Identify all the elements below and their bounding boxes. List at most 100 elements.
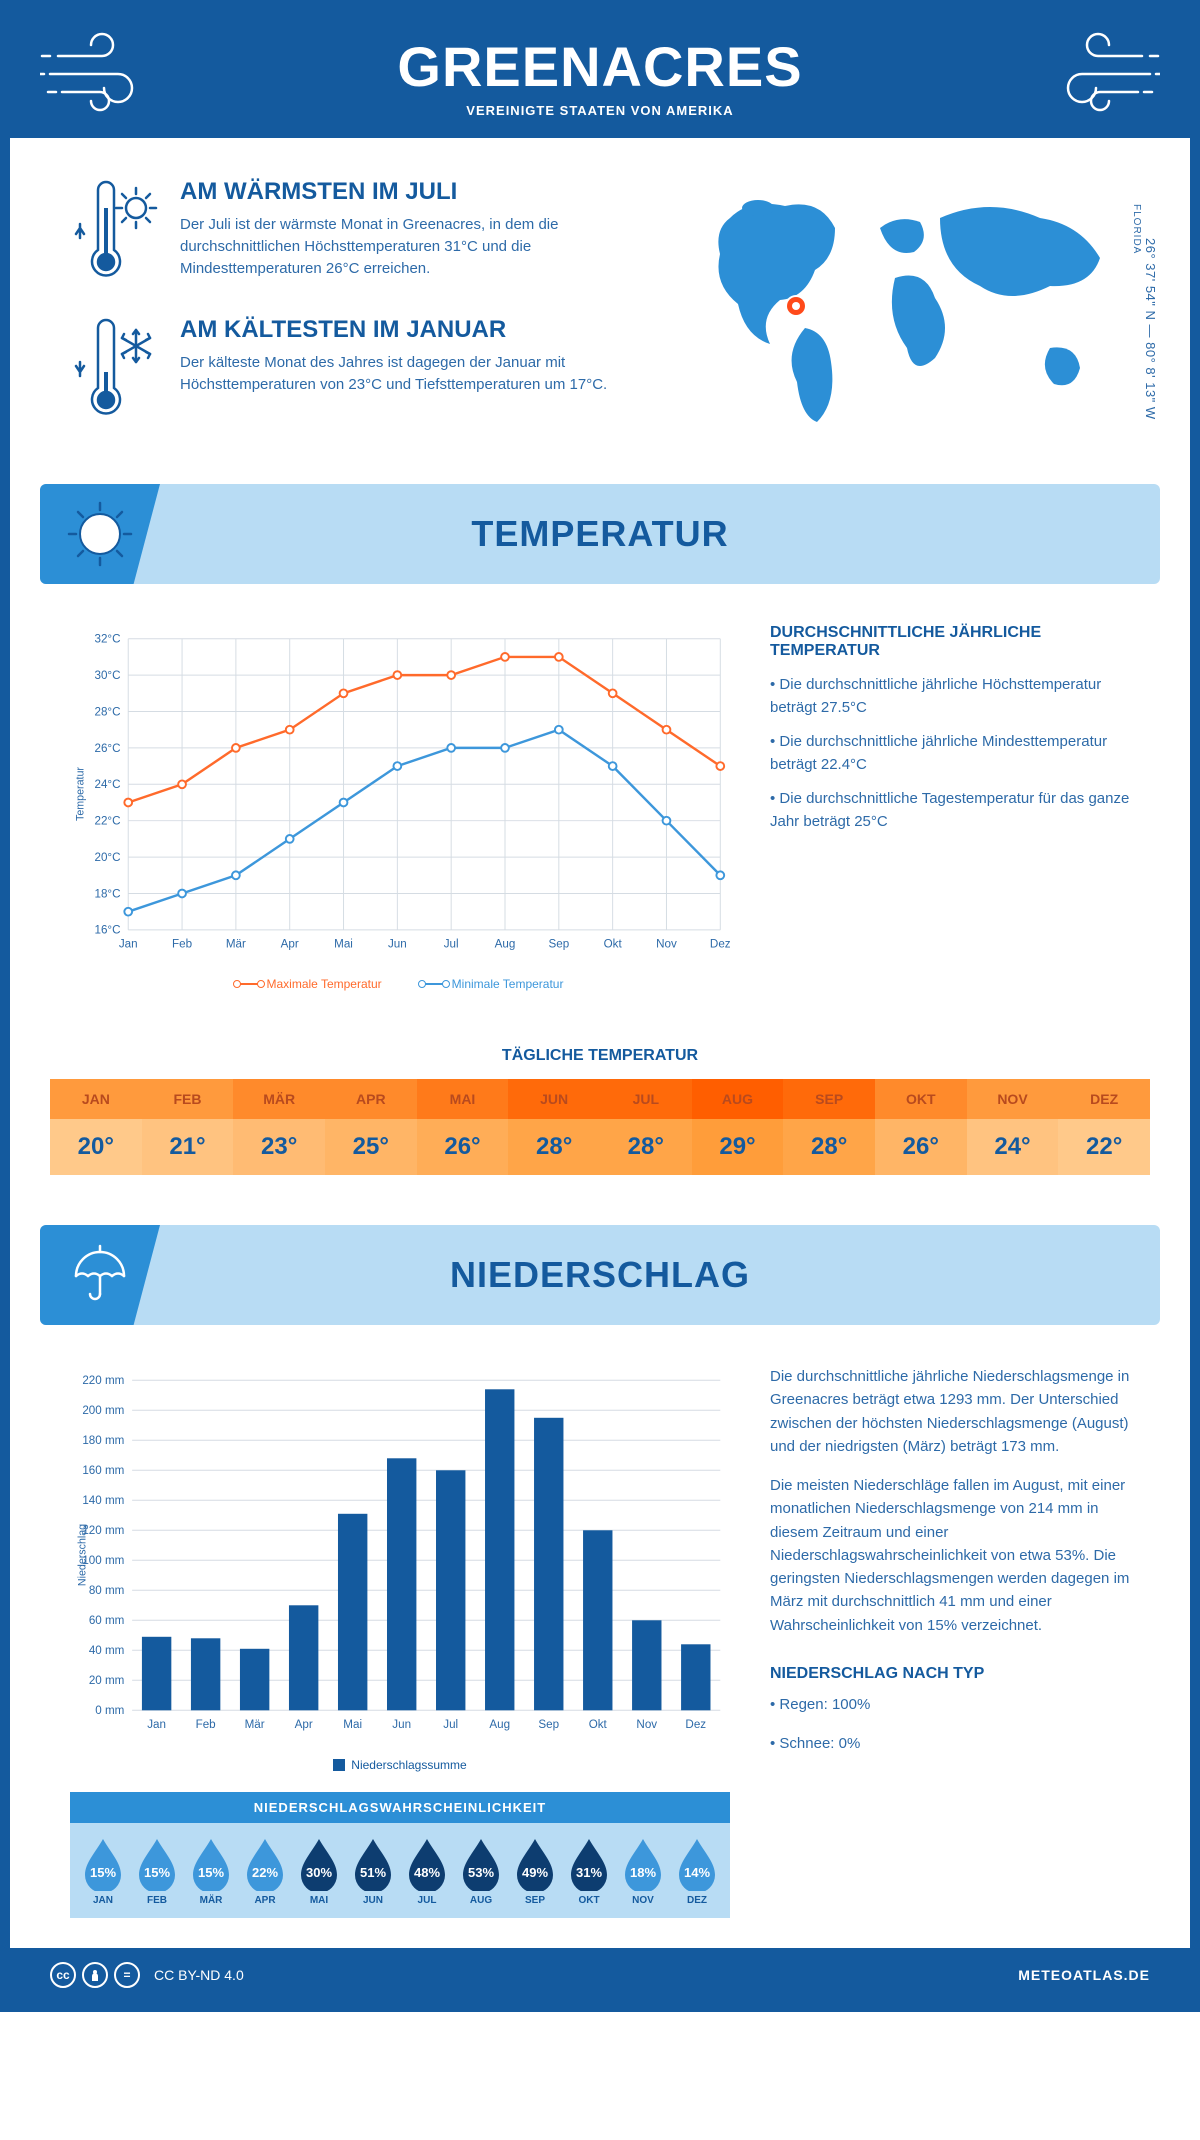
temperature-band: TEMPERATUR [40, 484, 1160, 584]
temp-legend: Maximale Temperatur Minimale Temperatur [70, 969, 730, 991]
svg-text:Jul: Jul [444, 937, 459, 950]
daily-month: OKT [875, 1079, 967, 1119]
daily-month: FEB [142, 1079, 234, 1119]
probability-drop: 18%NOV [618, 1835, 668, 1906]
svg-text:Apr: Apr [281, 937, 299, 950]
svg-text:18°C: 18°C [94, 887, 120, 900]
daily-month: NOV [967, 1079, 1059, 1119]
legend-max: Maximale Temperatur [267, 977, 382, 991]
svg-text:Jun: Jun [388, 937, 407, 950]
coldest-block: AM KÄLTESTEN IM JANUAR Der kälteste Mona… [70, 316, 650, 426]
svg-text:Jan: Jan [147, 1718, 166, 1731]
svg-text:15%: 15% [144, 1865, 170, 1880]
svg-text:220 mm: 220 mm [82, 1374, 124, 1387]
svg-text:51%: 51% [360, 1865, 386, 1880]
svg-text:0 mm: 0 mm [95, 1704, 124, 1717]
warmest-title: AM WÄRMSTEN IM JULI [180, 178, 650, 206]
svg-text:48%: 48% [414, 1865, 440, 1880]
daily-temp-table: JANFEBMÄRAPRMAIJUNJULAUGSEPOKTNOVDEZ20°2… [50, 1079, 1150, 1175]
license-text: CC BY-ND 4.0 [154, 1967, 244, 1983]
daily-month: JUN [508, 1079, 600, 1119]
precipitation-band: NIEDERSCHLAG [40, 1225, 1160, 1325]
precip-summary: Die durchschnittliche jährliche Niedersc… [770, 1365, 1130, 1918]
svg-text:Aug: Aug [495, 937, 516, 950]
precipitation-chart: 0 mm20 mm40 mm60 mm80 mm100 mm120 mm140 … [70, 1365, 730, 1918]
legend-min: Minimale Temperatur [452, 977, 564, 991]
temperature-chart: 16°C18°C20°C22°C24°C26°C28°C30°C32°CJanF… [70, 624, 730, 991]
svg-text:53%: 53% [468, 1865, 494, 1880]
probability-drop: 15%MÄR [186, 1835, 236, 1906]
probability-drop: 48%JUL [402, 1835, 452, 1906]
precip-type-title: NIEDERSCHLAG NACH TYP [770, 1665, 1130, 1683]
probability-title: NIEDERSCHLAGSWAHRSCHEINLICHKEIT [70, 1792, 730, 1823]
daily-month: JAN [50, 1079, 142, 1119]
cc-icon: cc [50, 1962, 76, 1988]
probability-drop: 31%OKT [564, 1835, 614, 1906]
precip-para: Die meisten Niederschläge fallen im Augu… [770, 1474, 1130, 1637]
svg-text:100 mm: 100 mm [82, 1554, 124, 1567]
warmest-block: AM WÄRMSTEN IM JULI Der Juli ist der wär… [70, 178, 650, 288]
temp-bullet: • Die durchschnittliche Tagestemperatur … [770, 788, 1130, 833]
daily-value: 26° [417, 1119, 509, 1175]
svg-text:49%: 49% [522, 1865, 548, 1880]
thermometer-hot-icon [70, 178, 160, 288]
svg-text:Apr: Apr [295, 1718, 313, 1731]
svg-text:Mär: Mär [245, 1718, 265, 1731]
precip-type: • Schnee: 0% [770, 1732, 1130, 1755]
precipitation-heading: NIEDERSCHLAG [450, 1254, 750, 1296]
daily-month: MAI [417, 1079, 509, 1119]
temp-summary: DURCHSCHNITTLICHE JÄHRLICHE TEMPERATUR •… [770, 624, 1130, 991]
daily-temp-title: TÄGLICHE TEMPERATUR [10, 1047, 1190, 1065]
svg-text:Nov: Nov [636, 1718, 657, 1731]
temperature-heading: TEMPERATUR [471, 513, 728, 555]
thermometer-cold-icon [70, 316, 160, 426]
footer: cc = CC BY-ND 4.0 METEOATLAS.DE [10, 1948, 1190, 2002]
daily-month: APR [325, 1079, 417, 1119]
svg-text:180 mm: 180 mm [82, 1434, 124, 1447]
daily-month: DEZ [1058, 1079, 1150, 1119]
world-map: FLORIDA 26° 37' 54" N — 80° 8' 13" W [690, 178, 1130, 454]
svg-text:160 mm: 160 mm [82, 1464, 124, 1477]
probability-panel: NIEDERSCHLAGSWAHRSCHEINLICHKEIT 15%JAN15… [70, 1792, 730, 1918]
license: cc = CC BY-ND 4.0 [50, 1962, 244, 1988]
precip-type: • Regen: 100% [770, 1693, 1130, 1716]
svg-text:200 mm: 200 mm [82, 1404, 124, 1417]
svg-text:Mär: Mär [226, 937, 246, 950]
svg-text:140 mm: 140 mm [82, 1494, 124, 1507]
svg-text:16°C: 16°C [94, 924, 120, 937]
svg-text:31%: 31% [576, 1865, 602, 1880]
svg-text:Mai: Mai [343, 1718, 362, 1731]
svg-text:32°C: 32°C [94, 633, 120, 646]
umbrella-icon [67, 1242, 133, 1308]
daily-value: 29° [692, 1119, 784, 1175]
probability-drop: 15%JAN [78, 1835, 128, 1906]
region-label: FLORIDA [1131, 204, 1142, 254]
intro-section: AM WÄRMSTEN IM JULI Der Juli ist der wär… [10, 138, 1190, 484]
svg-text:Okt: Okt [589, 1718, 608, 1731]
svg-text:120 mm: 120 mm [82, 1524, 124, 1537]
svg-text:Nov: Nov [656, 937, 677, 950]
daily-value: 28° [783, 1119, 875, 1175]
daily-value: 25° [325, 1119, 417, 1175]
svg-text:15%: 15% [90, 1865, 116, 1880]
svg-text:20°C: 20°C [94, 851, 120, 864]
svg-text:Mai: Mai [334, 937, 353, 950]
svg-text:Jul: Jul [443, 1718, 458, 1731]
daily-value: 28° [508, 1119, 600, 1175]
svg-text:Okt: Okt [604, 937, 623, 950]
svg-text:40 mm: 40 mm [89, 1644, 125, 1657]
svg-text:26°C: 26°C [94, 742, 120, 755]
probability-drop: 22%APR [240, 1835, 290, 1906]
header: GREENACRES VEREINIGTE STAATEN VON AMERIK… [10, 10, 1190, 138]
daily-value: 23° [233, 1119, 325, 1175]
precip-para: Die durchschnittliche jährliche Niedersc… [770, 1365, 1130, 1458]
svg-text:Dez: Dez [710, 937, 730, 950]
svg-text:Dez: Dez [685, 1718, 706, 1731]
svg-text:18%: 18% [630, 1865, 656, 1880]
infographic-frame: GREENACRES VEREINIGTE STAATEN VON AMERIK… [0, 0, 1200, 2012]
svg-text:Jun: Jun [392, 1718, 411, 1731]
city-title: GREENACRES [10, 34, 1190, 99]
temp-bullet: • Die durchschnittliche jährliche Mindes… [770, 731, 1130, 776]
daily-value: 28° [600, 1119, 692, 1175]
daily-month: MÄR [233, 1079, 325, 1119]
